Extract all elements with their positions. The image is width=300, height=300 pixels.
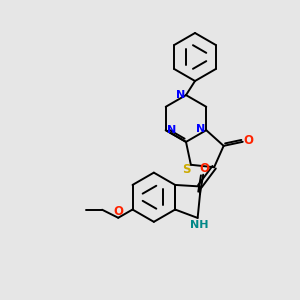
Text: O: O [113, 205, 123, 218]
Text: NH: NH [190, 220, 208, 230]
Text: O: O [199, 162, 209, 175]
Text: S: S [182, 163, 191, 176]
Text: O: O [244, 134, 254, 147]
Text: N: N [176, 90, 185, 100]
Text: N: N [196, 124, 206, 134]
Text: N: N [167, 125, 176, 135]
